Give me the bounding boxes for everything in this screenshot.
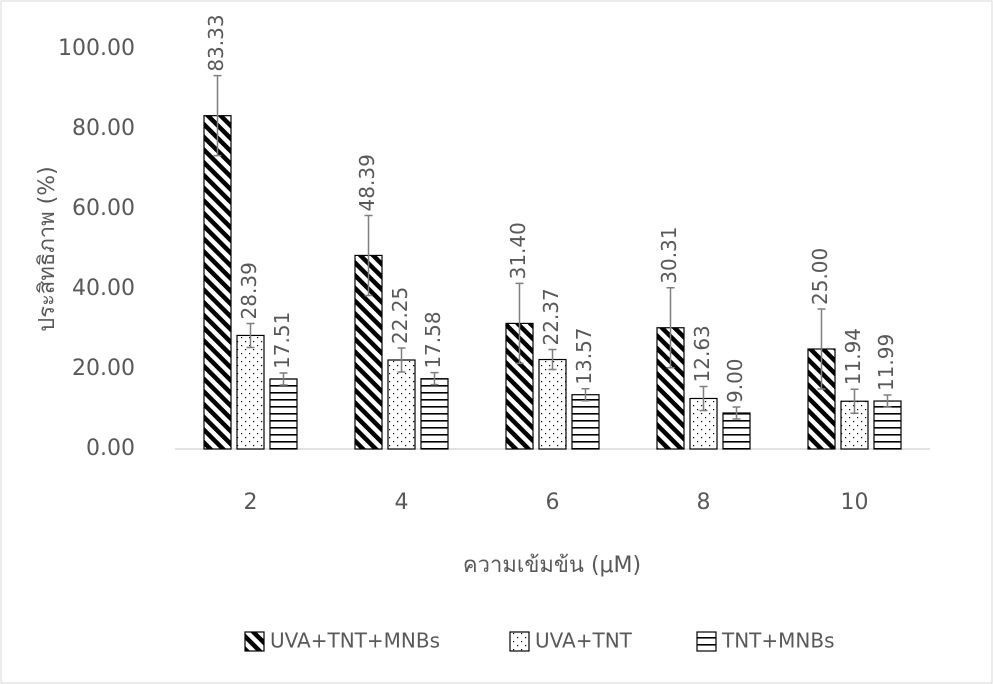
y-tick-label: 80.00: [72, 116, 135, 141]
x-axis-label: ความเข้มข้น (μM): [463, 553, 641, 578]
y-tick-label: 20.00: [72, 356, 135, 381]
x-tick-label: 4: [395, 490, 409, 515]
data-label: 28.39: [237, 262, 261, 319]
data-label: 48.39: [355, 154, 379, 211]
bar: [539, 360, 566, 449]
data-label: 17.58: [421, 311, 445, 368]
y-tick-label: 40.00: [72, 276, 135, 301]
chart: ประสิทธิภาพ (%) ความเข้มข้น (μM) 0.00 20.…: [0, 0, 993, 684]
data-label: 83.33: [204, 14, 228, 71]
legend-swatch: [697, 632, 716, 651]
bar: [237, 335, 264, 449]
legend-swatch: [245, 632, 264, 651]
data-label: 9.00: [723, 358, 747, 403]
bar: [421, 379, 448, 449]
bar: [874, 401, 901, 449]
data-label: 22.37: [539, 288, 563, 345]
data-label: 22.25: [388, 287, 412, 344]
data-label: 13.57: [572, 327, 596, 384]
bar: [270, 379, 297, 449]
legend-label: TNT+MNBs: [721, 629, 835, 653]
data-label: 25.00: [808, 248, 832, 305]
x-tick-label: 10: [841, 490, 869, 515]
data-label: 11.99: [874, 334, 898, 391]
bar: [572, 395, 599, 449]
data-label: 30.31: [657, 226, 681, 283]
x-tick-label: 2: [244, 490, 258, 515]
y-axis-label: ประสิทธิภาพ (%): [35, 166, 60, 331]
legend-swatch: [510, 632, 529, 651]
x-tick-label: 8: [697, 490, 711, 515]
data-label: 31.40: [506, 222, 530, 279]
bar: [388, 360, 415, 449]
legend-label: UVA+TNT: [535, 629, 633, 653]
y-tick-label: 0.00: [86, 436, 135, 461]
y-tick-label: 60.00: [72, 196, 135, 221]
legend-label: UVA+TNT+MNBs: [270, 629, 440, 653]
y-tick-label: 100.00: [58, 36, 135, 61]
data-label: 12.63: [690, 325, 714, 382]
data-label: 11.94: [841, 328, 865, 385]
bar: [204, 116, 231, 449]
data-label: 17.51: [270, 312, 294, 369]
x-tick-label: 6: [546, 490, 560, 515]
